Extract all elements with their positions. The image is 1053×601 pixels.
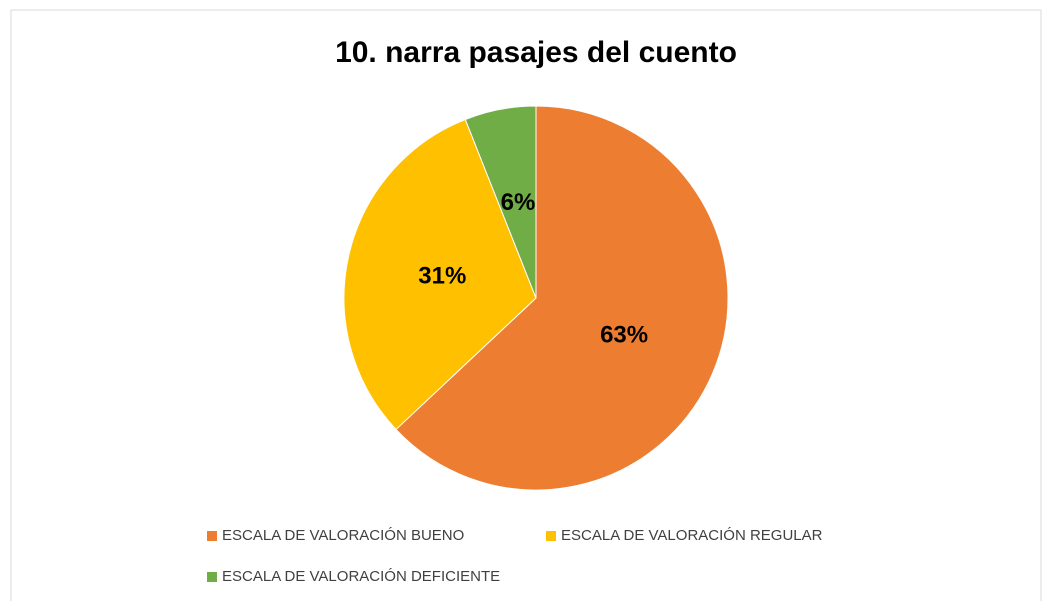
pie-slice [343,118,537,431]
data-label: 6% [501,189,536,216]
chart-title: 10. narra pasajes del cuento [335,36,737,69]
legend-label: ESCALA DE VALORACIÓN REGULAR [561,527,823,544]
pie-slice [395,105,729,491]
legend-swatch [546,531,556,541]
legend-swatch [207,531,217,541]
legend-swatch [207,572,217,582]
data-label: 31% [418,262,466,289]
legend-label: ESCALA DE VALORACIÓN DEFICIENTE [222,568,500,585]
legend-label: ESCALA DE VALORACIÓN BUENO [222,527,464,544]
pie-slice [464,105,537,299]
data-label: 63% [600,321,648,348]
